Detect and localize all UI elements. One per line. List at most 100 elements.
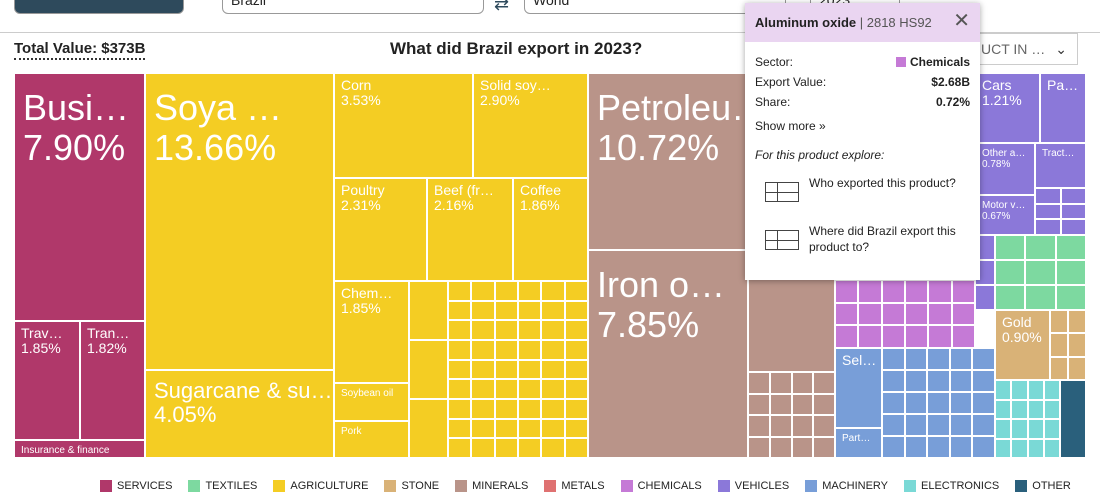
treemap-tile-small[interactable] [1043, 438, 1060, 458]
treemap-tile-small[interactable] [448, 438, 472, 458]
who-exported-link[interactable]: Who exported this product? [765, 176, 970, 202]
treemap-tile-small[interactable] [813, 415, 835, 437]
legend-item[interactable]: TEXTILES [188, 480, 257, 492]
treemap-tile-small[interactable] [769, 415, 792, 437]
treemap-tile-small[interactable] [1043, 380, 1060, 400]
treemap-tile-small[interactable] [1035, 203, 1061, 220]
treemap-tile-small[interactable] [881, 302, 905, 326]
treemap-tile-small[interactable] [1068, 310, 1086, 334]
treemap-tile-small[interactable] [813, 436, 835, 458]
treemap-tile-small[interactable] [949, 414, 973, 436]
treemap-tile-small[interactable] [905, 302, 929, 326]
treemap-tile-small[interactable] [541, 300, 565, 321]
treemap-tile-small[interactable] [518, 379, 542, 399]
treemap-tile-small[interactable] [1060, 380, 1086, 458]
treemap-tile[interactable]: Iron o… 7.85% [588, 250, 748, 458]
treemap-tile-small[interactable] [858, 302, 882, 326]
treemap-tile-small[interactable] [791, 415, 814, 437]
treemap-tile-small[interactable] [564, 399, 588, 419]
treemap-tile-small[interactable] [518, 418, 542, 439]
treemap-tile-small[interactable] [995, 260, 1026, 285]
treemap-tile-small[interactable] [471, 418, 495, 439]
treemap-tile-small[interactable] [882, 348, 905, 370]
treemap-tile-small[interactable] [791, 393, 814, 415]
treemap-tile[interactable]: Gold 0.90% [995, 310, 1050, 380]
treemap-tile-small[interactable] [904, 436, 928, 458]
treemap-tile-small[interactable] [448, 399, 472, 419]
treemap-tile-small[interactable] [882, 414, 905, 436]
treemap-tile-small[interactable] [494, 399, 518, 419]
legend-item[interactable]: MINERALS [455, 480, 528, 492]
exporter-select[interactable]: Brazil [222, 0, 484, 14]
treemap-tile-small[interactable] [748, 372, 770, 394]
treemap-tile-small[interactable] [748, 393, 770, 415]
treemap-tile[interactable]: Petroleu…10.72% [588, 73, 748, 250]
treemap-tile-small[interactable] [1055, 285, 1086, 310]
treemap-tile-small[interactable] [409, 281, 448, 340]
treemap-tile-small[interactable] [972, 414, 995, 436]
treemap-tile-small[interactable] [1025, 285, 1056, 310]
treemap-tile-small[interactable] [448, 281, 472, 301]
treemap-tile-small[interactable] [1011, 380, 1028, 400]
treemap-tile-small[interactable] [813, 393, 835, 415]
export-import-toggle[interactable] [14, 0, 184, 14]
legend-item[interactable]: ELECTRONICS [904, 480, 999, 492]
treemap-tile-small[interactable] [904, 348, 928, 370]
treemap-tile-small[interactable] [769, 372, 792, 394]
treemap-tile[interactable]: Coffee 1.86% [513, 178, 588, 281]
treemap-tile-small[interactable] [835, 280, 859, 303]
close-icon[interactable]: ✕ [953, 10, 970, 32]
treemap-tile-small[interactable] [927, 370, 950, 392]
treemap-tile-small[interactable] [1035, 219, 1061, 235]
treemap-tile-small[interactable] [494, 359, 518, 380]
treemap-tile-small[interactable] [881, 280, 905, 303]
treemap-tile-small[interactable] [1050, 310, 1068, 334]
treemap-tile-small[interactable] [564, 320, 588, 340]
treemap-tile-small[interactable] [541, 438, 565, 458]
treemap-tile-small[interactable] [882, 392, 905, 414]
treemap-tile-small[interactable] [972, 436, 995, 458]
treemap-tile-small[interactable] [494, 320, 518, 340]
treemap-tile-small[interactable] [951, 280, 975, 303]
treemap-tile-small[interactable] [448, 340, 472, 360]
treemap-tile-small[interactable] [494, 418, 518, 439]
treemap-tile-small[interactable] [518, 320, 542, 340]
legend-item[interactable]: SERVICES [100, 480, 172, 492]
legend-item[interactable]: AGRICULTURE [273, 480, 368, 492]
treemap-tile-small[interactable] [949, 370, 973, 392]
treemap-tile-small[interactable] [409, 340, 448, 399]
treemap-tile[interactable]: Part… [835, 428, 882, 458]
treemap-tile-small[interactable] [1011, 438, 1028, 458]
treemap-tile-small[interactable] [471, 438, 495, 458]
where-exported-link[interactable]: Where did Brazil export this product to? [765, 224, 970, 255]
treemap-tile-small[interactable] [835, 325, 859, 348]
treemap-tile-small[interactable] [564, 300, 588, 321]
treemap-tile-small[interactable] [904, 370, 928, 392]
treemap-tile-small[interactable] [904, 414, 928, 436]
treemap-tile-small[interactable] [471, 320, 495, 340]
treemap-tile-small[interactable] [1027, 380, 1044, 400]
treemap-tile[interactable]: Tran… 1.82% [80, 321, 145, 440]
treemap-tile-small[interactable] [951, 325, 975, 348]
legend-item[interactable]: MACHINERY [805, 480, 888, 492]
treemap-tile-small[interactable] [541, 418, 565, 439]
treemap-tile-small[interactable] [975, 285, 995, 310]
treemap-tile-small[interactable] [1068, 333, 1086, 357]
treemap-tile-small[interactable] [409, 399, 448, 458]
treemap-tile-small[interactable] [448, 379, 472, 399]
show-more-link[interactable]: Show more » [755, 119, 826, 133]
treemap-tile[interactable]: Solid soy… 2.90% [473, 73, 588, 178]
treemap-tile-small[interactable] [494, 438, 518, 458]
treemap-tile-small[interactable] [972, 348, 995, 370]
treemap-tile-small[interactable] [564, 438, 588, 458]
treemap-tile-small[interactable] [858, 325, 882, 348]
treemap-tile-small[interactable] [471, 340, 495, 360]
treemap-tile-small[interactable] [881, 325, 905, 348]
treemap-tile-small[interactable] [518, 281, 542, 301]
treemap-tile-small[interactable] [1027, 399, 1044, 419]
treemap-tile-small[interactable] [1011, 399, 1028, 419]
treemap-tile-small[interactable] [882, 370, 905, 392]
treemap-tile[interactable]: Tract… [1035, 143, 1086, 188]
treemap-tile-small[interactable] [564, 281, 588, 301]
treemap-tile-small[interactable] [1043, 419, 1060, 439]
